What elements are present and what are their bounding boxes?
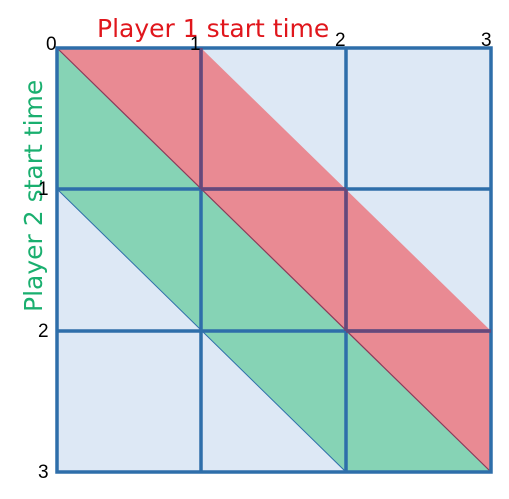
y-axis-title: Player 2 start time	[19, 80, 48, 312]
y-tick-label: 2	[38, 321, 49, 342]
main-diagonal-line	[56, 47, 492, 473]
red-region-grid-overlay	[199, 48, 491, 333]
x-axis-title: Player 1 start time	[97, 14, 329, 43]
y-tick-label: 3	[38, 462, 49, 483]
x-tick-label: 1	[190, 34, 201, 55]
x-tick-label: 2	[335, 30, 346, 51]
grid-border	[55, 46, 493, 474]
x-tick-label: 0	[46, 34, 57, 55]
y-tick-label: 1	[38, 179, 49, 200]
x-tick-label: 3	[481, 30, 492, 51]
